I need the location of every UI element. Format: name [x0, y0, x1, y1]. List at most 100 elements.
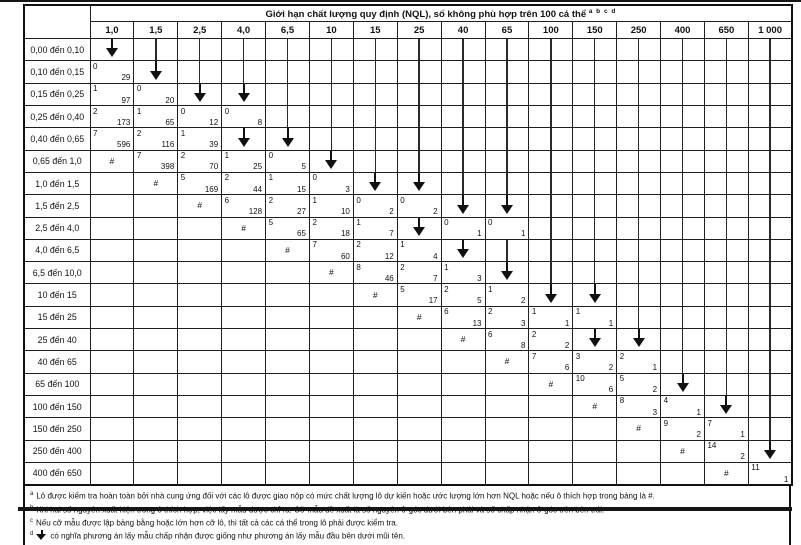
arrow-shaft-cell: [352, 149, 398, 173]
row-label: 100 đến 150: [23, 394, 91, 419]
plan-cell: 8 46: [352, 261, 398, 285]
col-header-4-0: 4,0: [221, 21, 267, 40]
arrow-shaft-cell: [703, 194, 749, 218]
arrow-shaft-line: [705, 84, 747, 105]
arrow-shaft-line: [662, 307, 704, 328]
down-arrow-icon: [574, 284, 616, 305]
arrow-shaft-line: [486, 240, 528, 261]
empty-cell: [265, 350, 310, 374]
column-header-row: 1,0 1,5 2,5 4,0 6,5 10 15 25 40 65 100 150 250 400 650…: [24, 21, 793, 40]
down-arrow-icon: [398, 218, 440, 238]
plan-cell: 14 2: [703, 439, 749, 463]
empty-cell: [89, 372, 135, 396]
arrow-shaft-cell: [528, 38, 574, 62]
accept-number: 0: [268, 151, 274, 161]
table-title-text: Giới hạn chất lượng quy định (NQL), số k…: [265, 9, 587, 21]
down-arrow-icon: [310, 151, 352, 171]
empty-cell: [133, 461, 179, 486]
hash-symbol: #: [680, 445, 685, 456]
arrow-shaft-cell: [484, 38, 530, 62]
arrow-shaft-line: [705, 218, 747, 239]
arrow-shaft-line: [618, 84, 660, 105]
arrow-shaft-line: [749, 329, 791, 350]
arrow-shaft-cell: [747, 149, 793, 173]
accept-number: 0: [356, 195, 361, 205]
accept-number: 2: [356, 240, 361, 250]
sample-size: 44: [253, 184, 263, 194]
arrow-shaft-line: [705, 307, 747, 328]
arrow-shaft-cell: [616, 238, 662, 263]
row-label: 0,10 đến 0,15: [23, 60, 91, 84]
arrow-shaft-line: [662, 240, 704, 261]
arrow-shaft-line: [574, 39, 616, 60]
sample-size: 1: [564, 318, 570, 328]
arrow-shaft-cell: [703, 149, 749, 173]
arrow-shaft-line: [310, 39, 352, 60]
arrow-shaft-line: [574, 240, 616, 261]
arrow-shaft-cell: [440, 149, 486, 173]
empty-cell: [396, 328, 442, 352]
sample-size: 27: [297, 207, 306, 217]
empty-cell: [308, 461, 354, 486]
empty-cell: [89, 305, 135, 330]
arrow-shaft-cell: [440, 105, 486, 129]
sample-size: 2: [696, 430, 701, 439]
arrow-shaft-line: [354, 39, 396, 60]
table-row: 0,65 đến 1,0 #7 398 2 70 1 25 0 5: [23, 149, 793, 173]
empty-cell: [396, 350, 442, 374]
empty-cell: [265, 417, 310, 441]
arrow-shaft-cell: [484, 105, 530, 129]
plan-cell: 2 12: [352, 238, 398, 263]
empty-cell: [440, 417, 486, 441]
arrow-shaft-line: [662, 218, 704, 239]
arrow-shaft-line: [662, 329, 704, 350]
arrow-shaft-cell: [747, 328, 793, 352]
down-arrow-icon: [267, 128, 309, 149]
arrow-shaft-line: [662, 39, 704, 60]
down-arrow-cell: [528, 283, 574, 307]
empty-cell: [221, 283, 267, 307]
accept-number: 7: [136, 151, 142, 161]
col-header-1-5: 1,5: [133, 21, 179, 40]
empty-cell: [528, 417, 574, 441]
down-arrow-icon: [486, 195, 528, 216]
arrow-shaft-cell: [528, 238, 574, 263]
hash-symbol: #: [416, 311, 422, 322]
empty-cell: [265, 305, 310, 330]
empty-cell: [221, 305, 267, 330]
hash-symbol: #: [504, 356, 510, 367]
plan-cell: 1 25: [221, 149, 267, 173]
arrow-shaft-line: [749, 351, 791, 373]
arrow-shaft-cell: [308, 105, 354, 129]
plan-cell: 2 44: [221, 171, 267, 196]
sample-size: 1: [520, 229, 526, 239]
down-arrow-icon: [91, 39, 133, 60]
row-label: 40 đến 65: [23, 350, 91, 374]
accept-number: 5: [180, 173, 186, 183]
arrow-shaft-line: [618, 61, 660, 83]
empty-cell: [440, 350, 486, 374]
plan-cell: 2 173: [89, 105, 135, 129]
arrow-shaft-cell: [616, 82, 662, 107]
empty-cell: [440, 439, 486, 463]
footnote-marker: d: [30, 531, 34, 538]
footnote-a: a Lô được kiểm tra hoàn toàn bởi nhà cung…: [30, 489, 787, 502]
arrow-shaft-line: [749, 195, 791, 217]
row-label: 0,15 đến 0,25: [23, 82, 91, 107]
accept-number: 6: [488, 329, 493, 339]
plan-cell: 10 6: [572, 372, 618, 396]
down-arrow-icon: [442, 240, 484, 260]
down-arrow-cell: [133, 60, 179, 84]
arrow-shaft-line: [223, 61, 265, 83]
empty-cell: [308, 305, 354, 330]
down-arrow-cell: [616, 328, 662, 352]
hash-cell: #: [528, 372, 574, 396]
empty-cell: [177, 439, 223, 463]
sample-size: 5: [301, 162, 306, 172]
